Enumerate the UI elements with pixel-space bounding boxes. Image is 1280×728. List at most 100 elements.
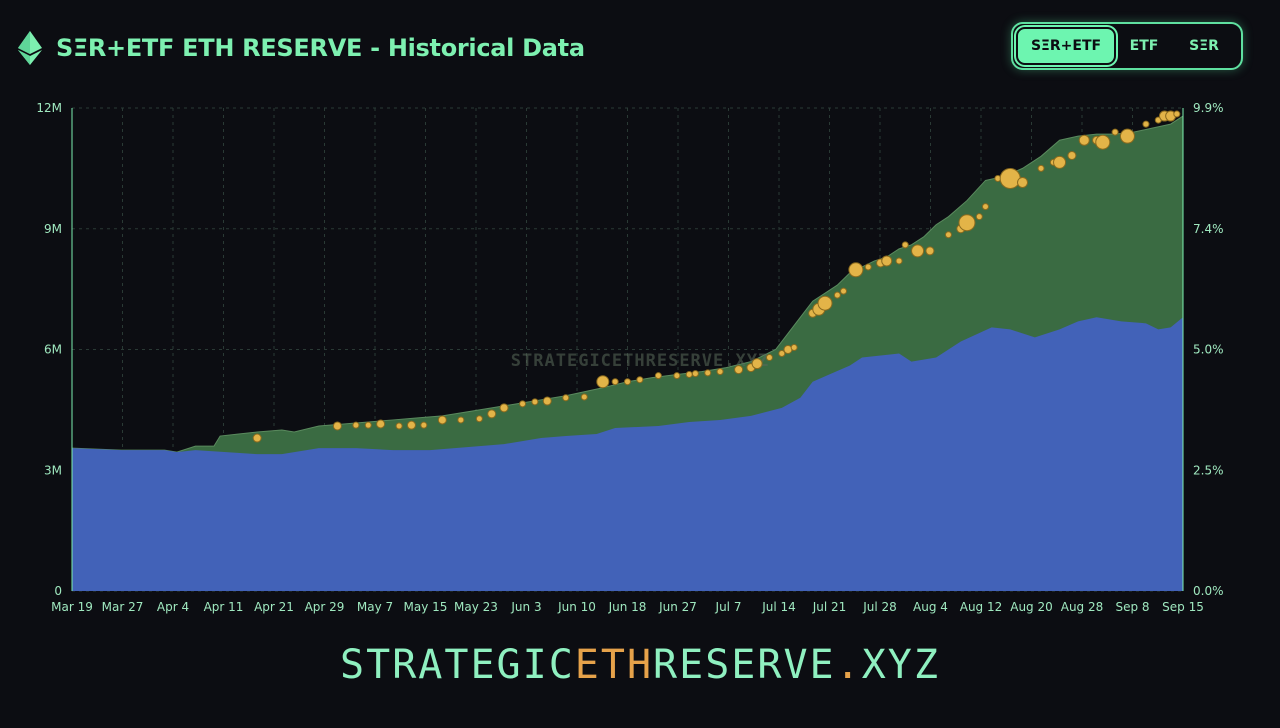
y-tick-label-right: 0.0% <box>1193 584 1224 598</box>
purchase-bubble <box>975 213 983 221</box>
purchase-bubble <box>332 421 342 431</box>
x-tick-label: Jul 7 <box>715 600 742 614</box>
purchase-bubble <box>925 246 935 256</box>
x-tick-label: May 15 <box>404 600 448 614</box>
x-tick-label: Mar 27 <box>102 600 144 614</box>
purchase-bubble <box>499 403 509 413</box>
purchase-bubble <box>406 420 416 430</box>
x-tick-label: Jun 3 <box>510 600 541 614</box>
ethereum-icon <box>18 31 42 65</box>
purchase-bubble <box>437 415 447 425</box>
purchase-bubble <box>1078 134 1090 146</box>
y-tick-label-left: 9M <box>44 222 62 236</box>
footer-eth: ETH <box>574 642 654 688</box>
y-tick-label-left: 12M <box>36 101 62 115</box>
purchase-bubble <box>624 378 631 386</box>
x-tick-label: Apr 29 <box>305 600 345 614</box>
footer-reserve: RESERVE <box>653 642 836 688</box>
x-tick-label: Aug 4 <box>913 600 948 614</box>
x-tick-label: Apr 11 <box>204 600 244 614</box>
x-tick-label: Aug 20 <box>1010 600 1053 614</box>
x-tick-label: Sep 8 <box>1115 600 1149 614</box>
purchase-bubble <box>611 378 619 386</box>
x-tick-label: Aug 12 <box>960 600 1003 614</box>
purchase-bubble <box>901 241 909 249</box>
purchase-bubble <box>1142 120 1150 128</box>
purchase-bubble <box>895 257 903 265</box>
purchase-bubble <box>981 203 989 211</box>
x-tick-label: Apr 21 <box>254 600 294 614</box>
purchase-bubble <box>864 263 872 271</box>
header: SΞR+ETF ETH RESERVE - Historical Data <box>18 28 585 68</box>
y-tick-label-right: 2.5% <box>1193 463 1224 477</box>
purchase-bubble <box>580 393 588 401</box>
purchase-bubble <box>716 368 724 376</box>
x-tick-label: Jul 21 <box>812 600 847 614</box>
purchase-bubble <box>252 433 262 443</box>
purchase-bubble <box>596 375 610 389</box>
series-toggle: SΞR+ETF ETF SΞR <box>1011 22 1243 70</box>
purchase-bubble <box>817 295 833 311</box>
purchase-bubble <box>376 419 386 429</box>
purchase-bubble <box>1037 164 1045 172</box>
footer-dot: . <box>835 642 862 688</box>
purchase-bubble <box>790 343 798 351</box>
purchase-bubble <box>1067 150 1077 160</box>
toggle-ser[interactable]: SΞR <box>1189 38 1219 54</box>
footer-strategic: STRATEGIC <box>340 642 575 688</box>
purchase-bubble <box>673 372 681 380</box>
toggle-ser-etf[interactable]: SΞR+ETF <box>1016 27 1116 65</box>
purchase-bubble <box>542 396 552 406</box>
purchase-bubble <box>395 422 403 430</box>
y-tick-label-right: 9.9% <box>1193 101 1224 115</box>
purchase-bubble <box>958 214 976 232</box>
footer-xyz: XYZ <box>861 642 940 688</box>
y-tick-label-left: 6M <box>44 343 62 357</box>
x-tick-label: Sep 15 <box>1162 600 1204 614</box>
purchase-bubble <box>420 421 428 429</box>
purchase-bubble <box>364 421 372 429</box>
y-tick-label-right: 5.0% <box>1193 343 1224 357</box>
purchase-bubble <box>636 376 644 384</box>
purchase-bubble <box>1053 155 1067 169</box>
purchase-bubble <box>531 398 539 406</box>
x-tick-label: Aug 28 <box>1061 600 1104 614</box>
purchase-bubble <box>562 394 570 402</box>
purchase-bubble <box>833 291 841 299</box>
purchase-bubble <box>1017 176 1029 188</box>
x-tick-label: May 7 <box>357 600 393 614</box>
purchase-bubble <box>1173 110 1181 118</box>
x-tick-label: May 23 <box>454 600 498 614</box>
toggle-etf[interactable]: ETF <box>1129 38 1159 54</box>
footer-brand: STRATEGICETHRESERVE.XYZ <box>0 642 1280 688</box>
y-tick-label-right: 7.4% <box>1193 222 1224 236</box>
purchase-bubble <box>704 369 712 377</box>
purchase-bubble <box>1119 128 1135 144</box>
purchase-bubble <box>1095 134 1111 150</box>
purchase-bubble <box>848 262 864 278</box>
purchase-bubble <box>691 370 699 378</box>
purchase-bubble <box>765 354 773 362</box>
purchase-bubble <box>487 409 497 419</box>
etf-area <box>72 317 1183 591</box>
y-tick-label-left: 0 <box>54 584 62 598</box>
x-tick-label: Apr 4 <box>157 600 189 614</box>
chart-watermark: STRATEGICETHRESERVE.XYZ <box>511 351 769 371</box>
y-tick-label-left: 3M <box>44 463 62 477</box>
x-tick-label: Mar 19 <box>51 600 93 614</box>
x-tick-label: Jun 27 <box>658 600 697 614</box>
purchase-bubble <box>352 421 360 429</box>
purchase-bubble <box>457 416 465 424</box>
x-tick-label: Jul 14 <box>761 600 796 614</box>
purchase-bubble <box>778 350 786 358</box>
purchase-bubble <box>840 287 848 295</box>
purchase-bubble <box>911 244 925 258</box>
purchase-bubble <box>944 231 952 239</box>
purchase-bubble <box>519 400 527 408</box>
purchase-bubble <box>654 372 662 380</box>
purchase-bubble <box>751 358 763 370</box>
purchase-bubbles <box>252 110 1181 443</box>
chart-axes: 0 3M 6M 9M 12M 0.0% 2.5% 5.0% 7.4% 9.9% Mar 19 Mar … <box>36 101 1223 614</box>
x-tick-label: Jun 18 <box>608 600 647 614</box>
